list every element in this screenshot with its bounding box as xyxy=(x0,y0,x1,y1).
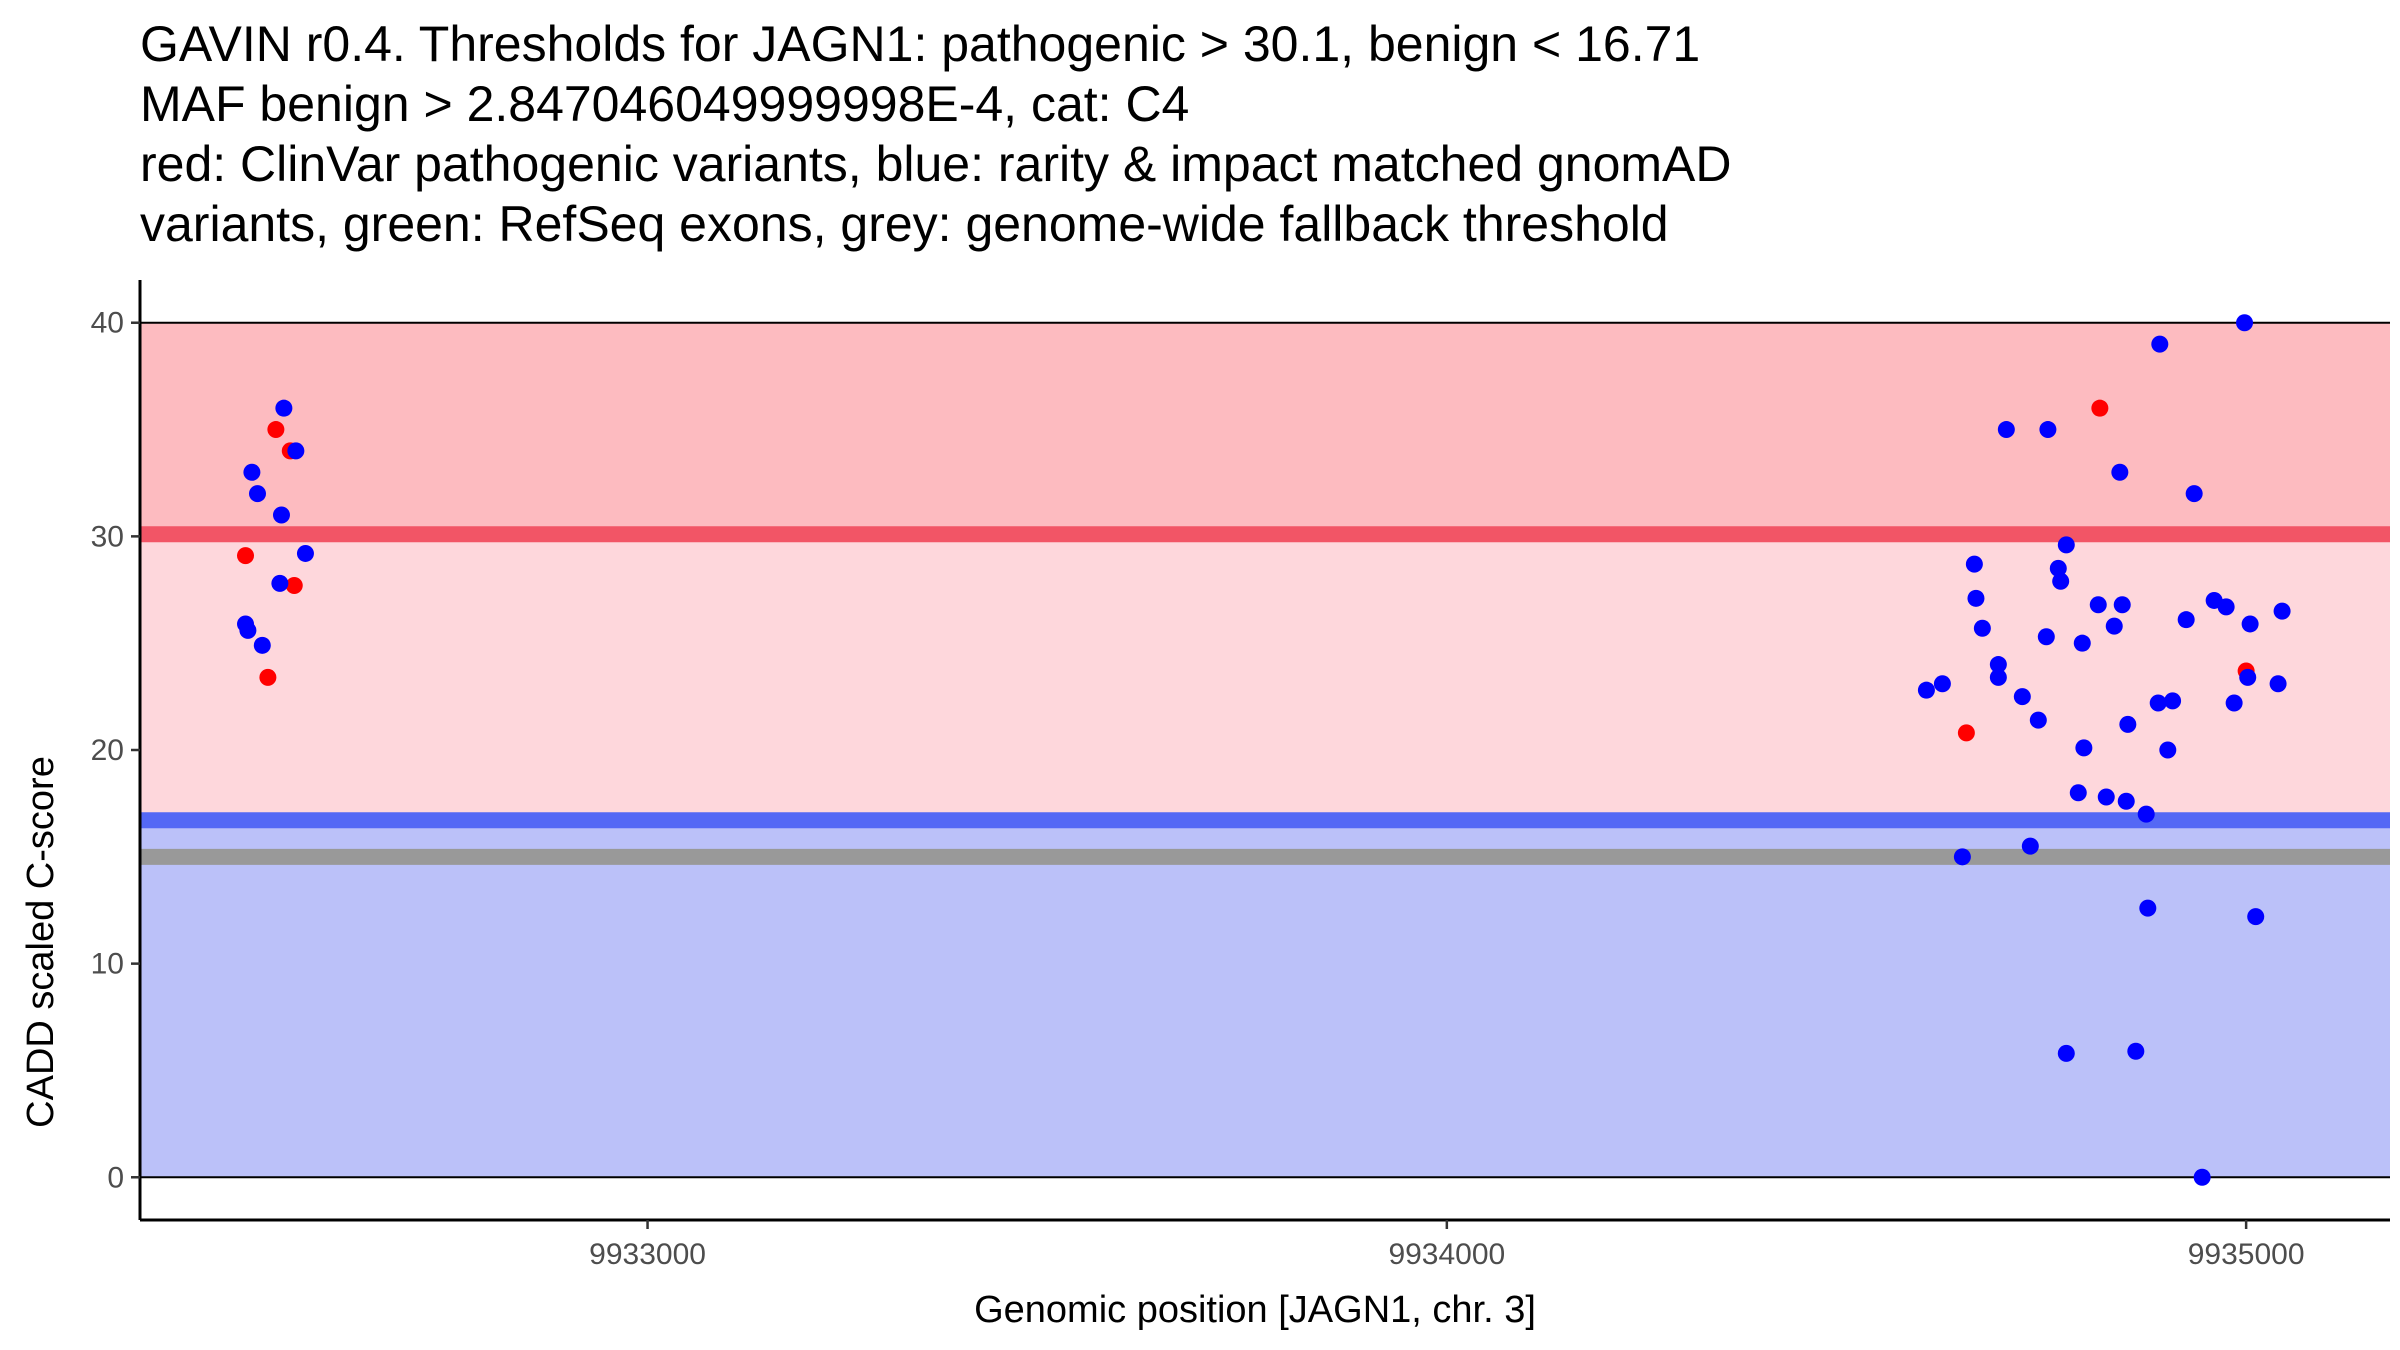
title-line-2: MAF benign > 2.847046049999998E-4, cat: … xyxy=(140,76,1190,132)
gnomad-point xyxy=(2139,899,2157,917)
gnomad-point xyxy=(2105,617,2123,635)
gnomad-point xyxy=(2057,536,2075,554)
gnomad-point xyxy=(2113,596,2131,614)
x-tick-label: 9935000 xyxy=(2188,1238,2305,1271)
gnomad-point xyxy=(2049,559,2067,577)
x-tick-label: 9933000 xyxy=(589,1238,706,1271)
y-tick-label: 40 xyxy=(91,307,124,340)
gnomad-point xyxy=(2069,784,2087,802)
gnomad-point xyxy=(1967,589,1985,607)
tick-labels: 0 10 20 30 40 9933000 9934000 9935000 xyxy=(91,307,2305,1271)
gnomad-point xyxy=(1917,681,1935,699)
data-points xyxy=(237,314,2291,1186)
gnomad-point xyxy=(1989,656,2007,674)
threshold-regions xyxy=(140,321,2390,1179)
title-line-1: GAVIN r0.4. Thresholds for JAGN1: pathog… xyxy=(140,16,1701,72)
gnomad-point xyxy=(2193,1168,2211,1186)
gnomad-point xyxy=(2039,421,2057,439)
gnomad-point xyxy=(2151,335,2169,353)
gnomad-point xyxy=(2273,602,2291,620)
gnomad-point xyxy=(2236,314,2254,332)
gnomad-point xyxy=(1973,619,1991,637)
gnomad-point xyxy=(2137,805,2155,823)
y-tick-label: 0 xyxy=(107,1161,124,1194)
gray-zone xyxy=(140,534,2390,821)
gnomad-point xyxy=(1965,555,1983,573)
gnomad-point xyxy=(2241,615,2259,633)
benign-region xyxy=(140,820,2390,1178)
pathogenic-region xyxy=(140,322,2390,535)
clinvar-point xyxy=(259,668,277,686)
gnomad-point xyxy=(2073,634,2091,652)
x-tick-label: 9934000 xyxy=(1388,1238,1505,1271)
gnomad-point xyxy=(2075,739,2093,757)
gnomad-point xyxy=(2052,572,2070,590)
gnomad-point xyxy=(2159,741,2177,759)
title-line-4: variants, green: RefSeq exons, grey: gen… xyxy=(140,196,1669,252)
gnomad-point xyxy=(239,621,257,639)
y-tick-label: 20 xyxy=(91,734,124,767)
gnomad-point xyxy=(2239,668,2257,686)
gnomad-point xyxy=(275,399,293,417)
gnomad-point xyxy=(2021,837,2039,855)
y-axis-title: CADD scaled C-score xyxy=(20,756,62,1128)
chart-title: GAVIN r0.4. Thresholds for JAGN1: pathog… xyxy=(140,14,1731,254)
gnomad-point xyxy=(2185,485,2203,503)
gnomad-point xyxy=(271,574,289,592)
gnomad-point xyxy=(287,442,305,460)
gnomad-point xyxy=(2164,692,2182,710)
y-tick-label: 10 xyxy=(91,948,124,981)
gnomad-point xyxy=(1933,675,1951,693)
gnomad-point xyxy=(2217,598,2235,616)
gnomad-point xyxy=(2127,1042,2145,1060)
gnomad-point xyxy=(2097,788,2115,806)
gnomad-point xyxy=(2029,711,2047,729)
gnomad-point xyxy=(272,506,290,524)
gnomad-point xyxy=(2013,688,2031,706)
gnomad-point xyxy=(2119,715,2137,733)
gnomad-point xyxy=(1989,668,2007,686)
clinvar-point xyxy=(1957,724,1975,742)
gnomad-point xyxy=(2225,694,2243,712)
gnomad-point xyxy=(1953,848,1971,866)
gnomad-point xyxy=(2111,463,2129,481)
gnomad-point xyxy=(296,544,314,562)
gnomad-point xyxy=(243,463,261,481)
gnomad-point xyxy=(1997,421,2015,439)
gnomad-point xyxy=(2247,908,2265,926)
clinvar-point xyxy=(237,547,255,565)
gnomad-point xyxy=(2057,1044,2075,1062)
axes xyxy=(131,280,2390,1229)
clinvar-point xyxy=(267,421,285,439)
gnomad-point xyxy=(2177,611,2195,629)
clinvar-point xyxy=(285,577,303,594)
threshold-lines xyxy=(140,526,2390,865)
x-axis-title: Genomic position [JAGN1, chr. 3] xyxy=(974,1289,1536,1331)
gnomad-point xyxy=(2269,675,2287,693)
y-tick-label: 30 xyxy=(91,520,124,553)
gnomad-point xyxy=(248,485,266,503)
gnomad-point xyxy=(253,636,271,654)
gnomad-point xyxy=(2089,596,2107,614)
gnomad-point xyxy=(2117,792,2135,810)
clinvar-point xyxy=(2091,399,2109,417)
title-line-3: red: ClinVar pathogenic variants, blue: … xyxy=(140,136,1732,192)
gnomad-point xyxy=(2037,628,2055,646)
gnomad-point xyxy=(2149,694,2167,712)
